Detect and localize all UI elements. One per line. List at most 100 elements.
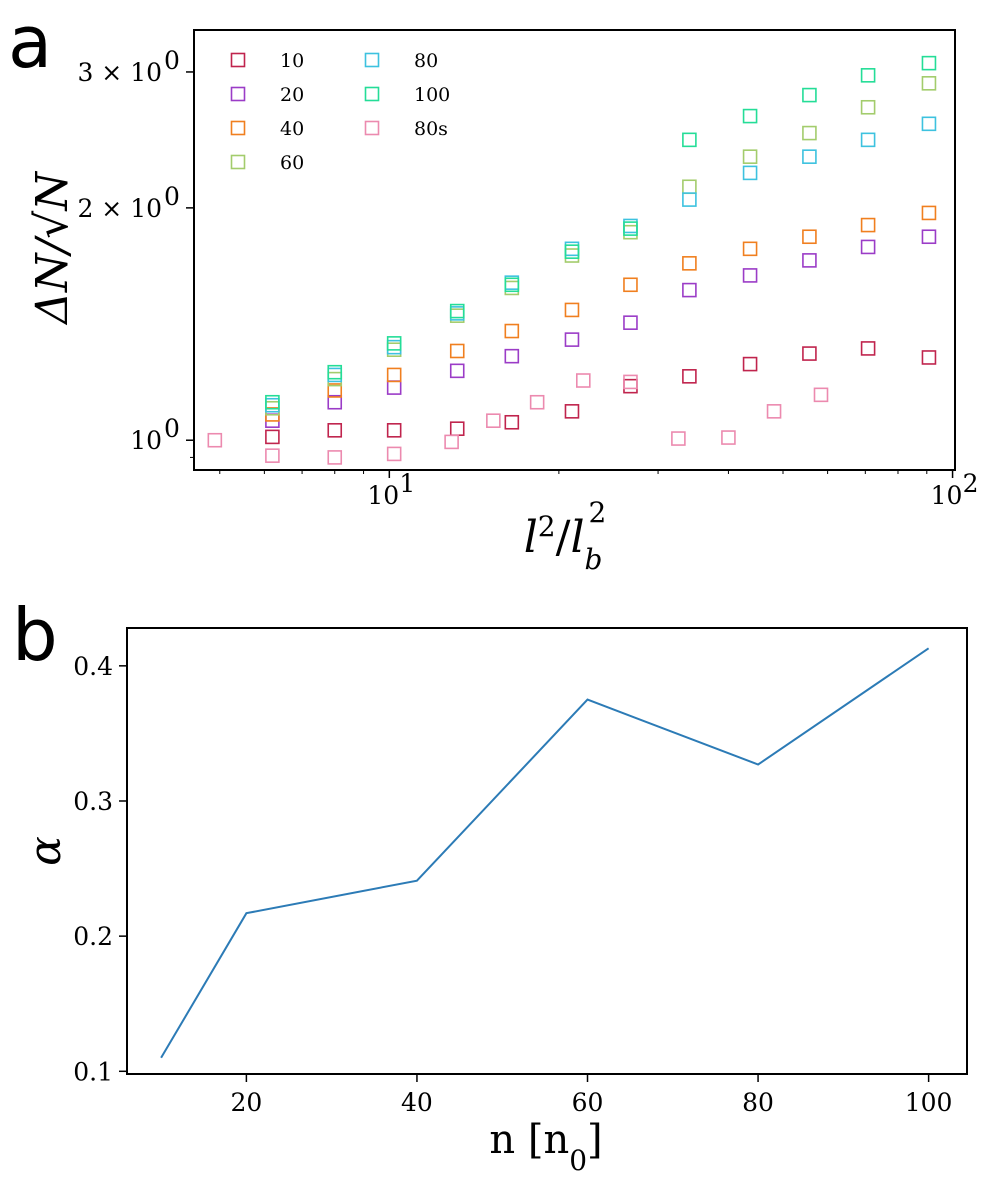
y-tick-label: 0.2 [73, 922, 113, 951]
data-point [449, 343, 465, 359]
y-tick-label-prefix: 3 × [77, 58, 130, 87]
x-tick-label: 40 [401, 1088, 433, 1117]
data-point [504, 277, 520, 293]
chart-b-y-axis-label: α [20, 836, 71, 866]
data-point [813, 387, 829, 403]
data-point [671, 431, 686, 446]
data-point [265, 429, 280, 445]
data-point [682, 192, 697, 207]
data-point [486, 413, 501, 428]
data-point [802, 253, 817, 268]
data-point [386, 336, 402, 351]
legend-entry: 100 [364, 84, 450, 106]
legend-marker [230, 154, 246, 170]
chart-a-y-axis-label: ΔN/√N [27, 171, 78, 326]
data-point [682, 256, 697, 271]
data-point [742, 268, 758, 283]
data-point [802, 87, 817, 103]
data-point [860, 239, 876, 255]
legend-entry: 10 [230, 50, 304, 72]
data-point [921, 55, 937, 71]
chart-b-marks [160, 647, 930, 1059]
series-60-markers [265, 76, 937, 416]
data-point [576, 373, 591, 388]
series-40-markers [265, 205, 937, 422]
data-point [802, 346, 817, 361]
y-tick-label-exponent: 0 [164, 414, 180, 443]
chart-a-frame [193, 29, 956, 471]
data-point [682, 282, 697, 298]
data-point [449, 363, 465, 379]
data-point [449, 303, 465, 319]
chart-b-x-axis-label: n [n0] [489, 1117, 602, 1177]
y-tick-label-exponent: 0 [164, 46, 180, 75]
data-point [386, 446, 402, 462]
data-point [529, 394, 545, 410]
data-point [721, 430, 736, 445]
legend-marker [364, 120, 380, 136]
data-point [682, 179, 697, 195]
data-point [802, 125, 817, 141]
x-axis-label-part: l [570, 512, 584, 563]
data-point [623, 378, 638, 394]
data-point [327, 423, 343, 438]
x-axis-label-part: 2 [588, 496, 606, 529]
series-80-markers [265, 116, 937, 413]
legend-entry: 40 [230, 118, 304, 140]
data-point [504, 348, 520, 364]
x-tick-label-exponent: 1 [399, 469, 415, 498]
data-point [386, 380, 402, 395]
x-tick-label: 60 [572, 1088, 604, 1117]
data-point [386, 423, 402, 438]
data-point [504, 280, 520, 296]
legend-label: 80 [414, 50, 438, 72]
x-tick-label: 10 [367, 481, 399, 510]
data-point [564, 404, 580, 419]
data-point [504, 414, 520, 430]
data-point [623, 374, 638, 390]
data-point [564, 302, 580, 318]
x-tick-label: 20 [230, 1088, 262, 1117]
x-axis-label-subscript: 0 [569, 1144, 587, 1177]
data-point [921, 229, 937, 245]
data-point [921, 76, 937, 91]
legend-label: 100 [414, 84, 450, 106]
data-point [265, 394, 280, 410]
x-tick-label: 10 [931, 481, 963, 510]
data-point [860, 217, 876, 233]
legend-marker [230, 120, 246, 136]
chart-a-legend: 10 20 40 60 80 100 80s [230, 50, 450, 174]
legend-entry: 80s [364, 118, 448, 140]
x-tick-label-exponent: 2 [963, 469, 979, 498]
chart-a-x-axis-label: l2/lb2 [524, 496, 607, 576]
legend-marker [230, 52, 246, 68]
y-tick-label: 0.3 [73, 787, 113, 816]
data-point [742, 108, 758, 124]
data-point [742, 241, 758, 257]
x-axis-label-part: l [524, 512, 538, 563]
chart-b-frame [126, 627, 968, 1075]
data-point [623, 221, 638, 236]
chart-a: 10 1 10 210 02 × 10 03 × 10 0 102040608010080s… [27, 29, 979, 576]
data-point [921, 350, 937, 365]
series-10-markers [265, 341, 937, 445]
series-20-markers [265, 229, 937, 428]
data-point [860, 341, 876, 356]
legend-marker [230, 86, 246, 102]
legend-entry: 80 [364, 50, 438, 72]
x-axis-label-tail: ] [587, 1117, 603, 1163]
y-tick-label-prefix: 2 × [77, 194, 130, 223]
y-tick-label-base: 10 [130, 58, 162, 87]
data-point [682, 132, 697, 148]
panel-b-letter: b [12, 593, 58, 677]
x-axis-label-part: / [556, 512, 571, 563]
data-point [327, 394, 343, 410]
legend-entry: 20 [230, 84, 304, 106]
data-point [386, 367, 402, 383]
legend-marker [364, 86, 380, 102]
data-point [564, 244, 580, 259]
legend-label: 20 [280, 84, 304, 106]
legend-label: 60 [280, 152, 304, 174]
chart-a-marks [207, 55, 937, 465]
